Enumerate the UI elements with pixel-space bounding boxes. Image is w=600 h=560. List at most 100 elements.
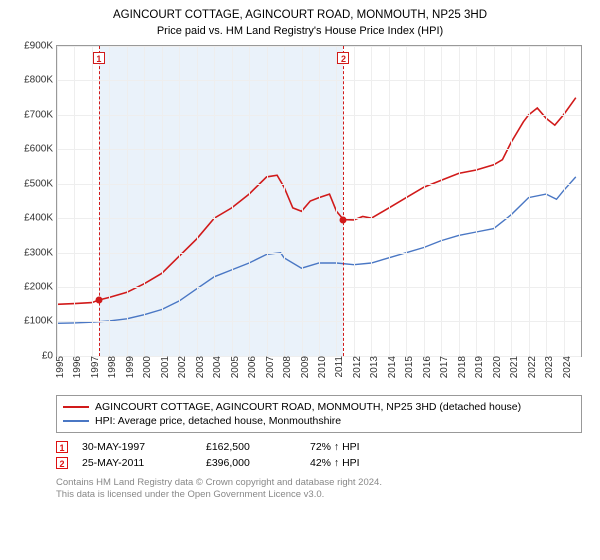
event-marker: 1 xyxy=(93,52,105,64)
x-tick-label: 2000 xyxy=(140,356,153,378)
gridline-v xyxy=(302,46,303,356)
sale-date: 30-MAY-1997 xyxy=(82,441,192,453)
gridline-v xyxy=(319,46,320,356)
gridline-v xyxy=(92,46,93,356)
gridline-v xyxy=(371,46,372,356)
event-line xyxy=(99,46,100,356)
event-marker: 2 xyxy=(337,52,349,64)
gridline-v xyxy=(232,46,233,356)
gridline-v xyxy=(476,46,477,356)
x-tick-label: 1998 xyxy=(105,356,118,378)
x-tick-label: 2012 xyxy=(350,356,363,378)
x-tick-label: 2011 xyxy=(332,356,345,378)
x-tick-label: 2024 xyxy=(560,356,573,378)
sale-row: 2 25-MAY-2011 £396,000 42% ↑ HPI xyxy=(56,455,582,471)
y-tick-label: £300K xyxy=(24,247,57,258)
gridline-v xyxy=(494,46,495,356)
x-tick-label: 2016 xyxy=(420,356,433,378)
x-tick-label: 1997 xyxy=(88,356,101,378)
event-line xyxy=(343,46,344,356)
footer: Contains HM Land Registry data © Crown c… xyxy=(56,477,582,501)
gridline-v xyxy=(546,46,547,356)
x-tick-label: 2017 xyxy=(437,356,450,378)
gridline-v xyxy=(284,46,285,356)
sale-delta: 72% ↑ HPI xyxy=(310,441,360,453)
sale-price: £162,500 xyxy=(206,441,296,453)
sale-row: 1 30-MAY-1997 £162,500 72% ↑ HPI xyxy=(56,439,582,455)
gridline-v xyxy=(144,46,145,356)
gridline-v xyxy=(459,46,460,356)
y-tick-label: £200K xyxy=(24,282,57,293)
x-tick-label: 1996 xyxy=(70,356,83,378)
x-tick-label: 2002 xyxy=(175,356,188,378)
sale-index-box: 2 xyxy=(56,457,68,469)
gridline-v xyxy=(406,46,407,356)
y-tick-label: £900K xyxy=(24,40,57,51)
x-tick-label: 2021 xyxy=(507,356,520,378)
gridline-v xyxy=(109,46,110,356)
x-tick-label: 2018 xyxy=(455,356,468,378)
x-tick-label: 2006 xyxy=(245,356,258,378)
gridline-v xyxy=(249,46,250,356)
gridline-v xyxy=(162,46,163,356)
sale-delta: 42% ↑ HPI xyxy=(310,457,360,469)
legend-swatch xyxy=(63,420,89,422)
gridline-v xyxy=(267,46,268,356)
gridline-v xyxy=(179,46,180,356)
x-tick-label: 2015 xyxy=(402,356,415,378)
x-tick-label: 1999 xyxy=(123,356,136,378)
gridline-v xyxy=(214,46,215,356)
y-tick-label: £100K xyxy=(24,316,57,327)
legend-swatch xyxy=(63,406,89,408)
x-tick-label: 2013 xyxy=(367,356,380,378)
gridline-v xyxy=(57,46,58,356)
x-tick-label: 2014 xyxy=(385,356,398,378)
gridline-v xyxy=(424,46,425,356)
x-tick-label: 2004 xyxy=(210,356,223,378)
gridline-v xyxy=(389,46,390,356)
chart-subtitle: Price paid vs. HM Land Registry's House … xyxy=(12,25,588,37)
gridline-v xyxy=(127,46,128,356)
sale-point xyxy=(340,216,347,223)
sale-index-box: 1 xyxy=(56,441,68,453)
x-tick-label: 2010 xyxy=(315,356,328,378)
x-tick-label: 2020 xyxy=(490,356,503,378)
x-tick-label: 2023 xyxy=(542,356,555,378)
x-tick-label: 2007 xyxy=(263,356,276,378)
series-line xyxy=(57,98,576,305)
legend-item: AGINCOURT COTTAGE, AGINCOURT ROAD, MONMO… xyxy=(63,400,575,414)
x-tick-label: 2003 xyxy=(193,356,206,378)
gridline-v xyxy=(336,46,337,356)
gridline-v xyxy=(74,46,75,356)
x-tick-label: 2001 xyxy=(158,356,171,378)
legend: AGINCOURT COTTAGE, AGINCOURT ROAD, MONMO… xyxy=(56,395,582,433)
legend-label: HPI: Average price, detached house, Monm… xyxy=(95,414,341,428)
chart-title: AGINCOURT COTTAGE, AGINCOURT ROAD, MONMO… xyxy=(12,8,588,23)
x-tick-label: 1995 xyxy=(53,356,66,378)
y-tick-label: £700K xyxy=(24,109,57,120)
gridline-v xyxy=(441,46,442,356)
x-tick-label: 2019 xyxy=(472,356,485,378)
footer-line-2: This data is licensed under the Open Gov… xyxy=(56,489,582,501)
sale-price: £396,000 xyxy=(206,457,296,469)
x-tick-label: 2009 xyxy=(298,356,311,378)
y-tick-label: £400K xyxy=(24,213,57,224)
sales-table: 1 30-MAY-1997 £162,500 72% ↑ HPI 2 25-MAY-201… xyxy=(56,439,582,471)
x-tick-label: 2008 xyxy=(280,356,293,378)
legend-label: AGINCOURT COTTAGE, AGINCOURT ROAD, MONMO… xyxy=(95,400,521,414)
x-tick-label: 2005 xyxy=(228,356,241,378)
gridline-v xyxy=(564,46,565,356)
plot-area: £0£100K£200K£300K£400K£500K£600K£700K£80… xyxy=(56,45,582,357)
y-tick-label: £500K xyxy=(24,178,57,189)
sale-date: 25-MAY-2011 xyxy=(82,457,192,469)
footer-line-1: Contains HM Land Registry data © Crown c… xyxy=(56,477,582,489)
y-tick-label: £800K xyxy=(24,75,57,86)
y-tick-label: £600K xyxy=(24,144,57,155)
chart-container: AGINCOURT COTTAGE, AGINCOURT ROAD, MONMO… xyxy=(0,0,600,560)
gridline-v xyxy=(197,46,198,356)
gridline-v xyxy=(354,46,355,356)
gridline-v xyxy=(511,46,512,356)
sale-point xyxy=(95,296,102,303)
x-tick-label: 2022 xyxy=(525,356,538,378)
gridline-v xyxy=(529,46,530,356)
